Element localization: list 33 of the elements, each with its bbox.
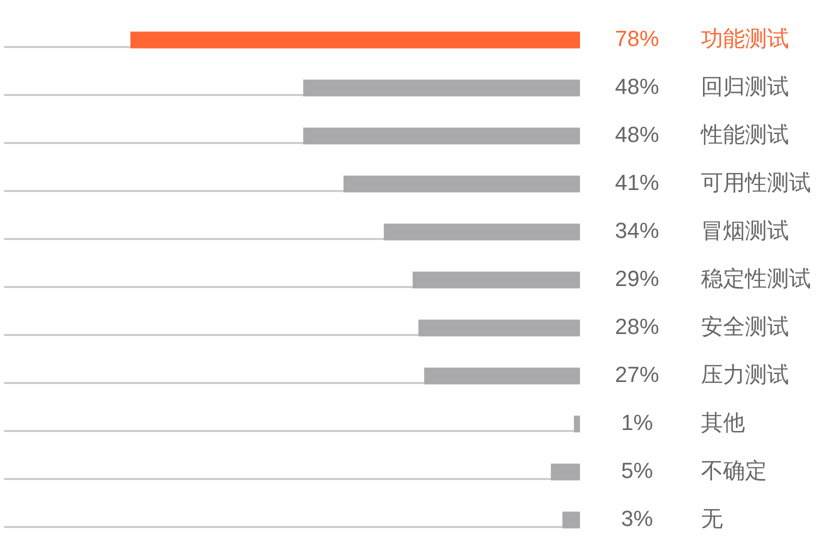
y-tick-label: 压力测试 [701, 362, 789, 388]
data-label: 48% [614, 122, 660, 148]
data-label: 27% [614, 362, 660, 388]
bar [562, 512, 580, 528]
bar [412, 272, 580, 288]
data-label: 78% [614, 26, 660, 52]
data-label: 3% [621, 506, 653, 532]
bar [424, 368, 580, 384]
data-label: 34% [614, 218, 660, 244]
bar [574, 416, 580, 432]
data-label: 28% [614, 314, 660, 340]
y-tick-label: 功能测试 [701, 26, 789, 52]
bar [303, 80, 580, 96]
y-tick-label: 回归测试 [701, 74, 789, 100]
y-tick-label: 冒烟测试 [701, 218, 789, 244]
bar [384, 224, 580, 240]
bar [303, 128, 580, 144]
y-tick-label: 其他 [701, 410, 745, 436]
bar [418, 320, 580, 336]
bar [130, 32, 580, 48]
bar [344, 176, 580, 192]
y-tick-label: 无 [701, 506, 723, 532]
y-tick-label: 可用性测试 [701, 170, 811, 196]
data-label: 5% [621, 458, 653, 484]
y-tick-label: 安全测试 [701, 314, 789, 340]
y-tick-label: 稳定性测试 [701, 266, 811, 292]
data-label: 48% [614, 74, 660, 100]
bar [550, 464, 580, 480]
data-label: 29% [614, 266, 660, 292]
y-tick-label: 性能测试 [700, 122, 789, 148]
data-label: 1% [621, 410, 653, 436]
data-label: 41% [614, 170, 660, 196]
y-tick-label: 不确定 [701, 458, 767, 484]
